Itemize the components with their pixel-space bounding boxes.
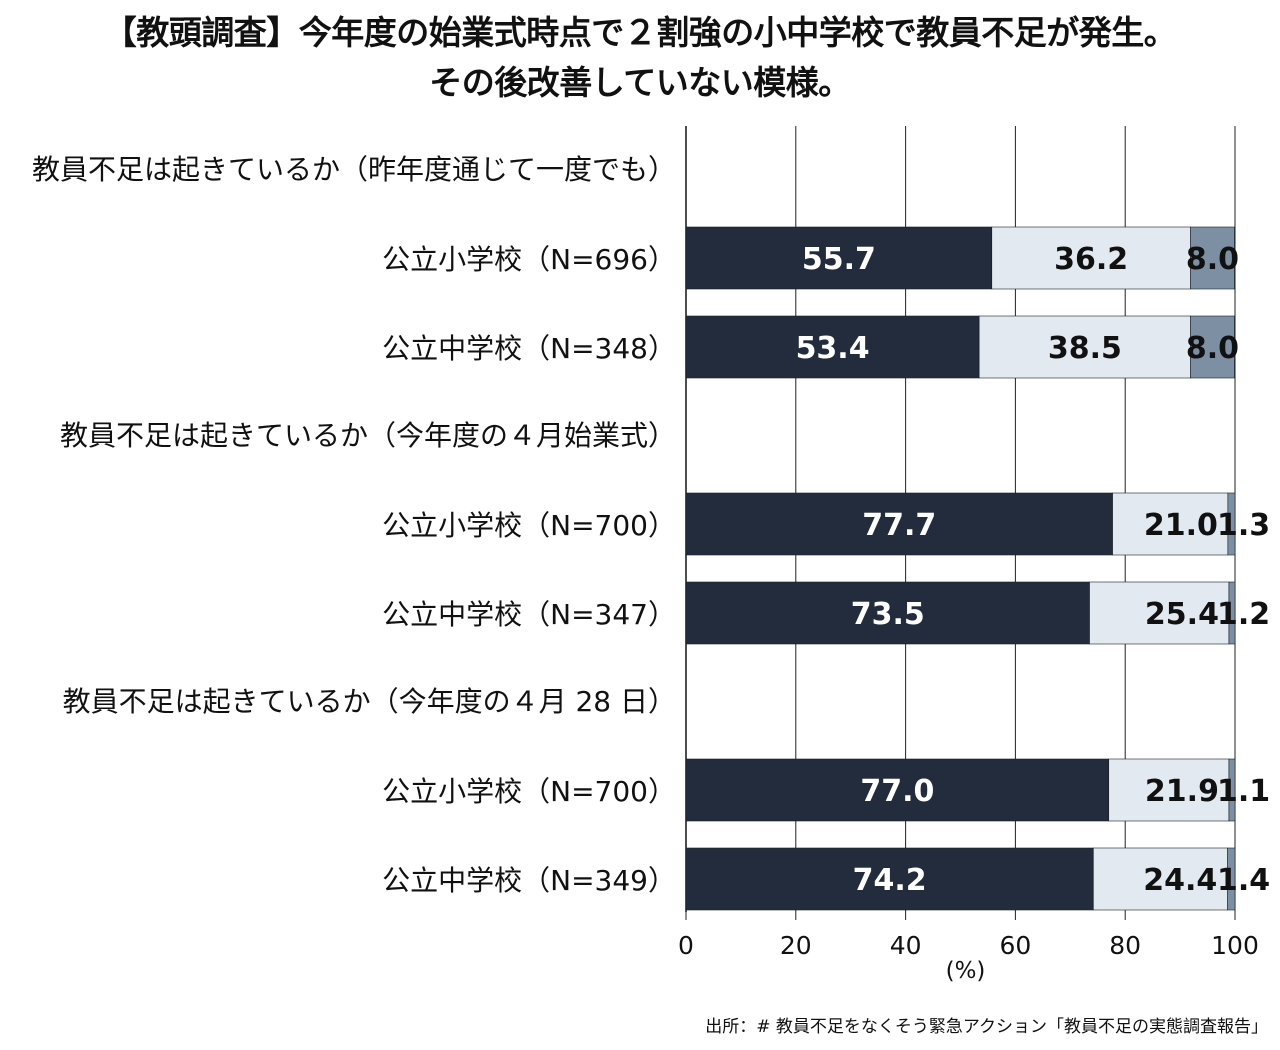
- chart-title-line1: 【教頭調査】今年度の始業式時点で２割強の小中学校で教員不足が発生。: [103, 13, 1177, 52]
- bars: 55.7 36.2 8.0 53.4 38.5 8.0 77.7 21.0 1.3 73.5 25.…: [685, 226, 1270, 911]
- bar-value-label: 77.0: [860, 774, 934, 809]
- bar-row-label: 公立中学校（N=349）: [382, 864, 676, 897]
- bar-value-label: 24.4: [1143, 863, 1217, 898]
- bar-row-label: 公立中学校（N=347）: [382, 598, 676, 631]
- bar-segment: [685, 492, 1113, 556]
- x-axis-label: (%): [946, 958, 986, 984]
- bar-segment: [685, 847, 1094, 911]
- x-tick-label: 100: [1211, 931, 1259, 960]
- x-tick-label: 40: [890, 931, 922, 960]
- bar-segment: [1089, 581, 1230, 645]
- bar-segment: [1190, 315, 1235, 379]
- bar-value-label: 53.4: [796, 331, 870, 366]
- x-tick-label: 60: [999, 931, 1031, 960]
- x-axis: 0 20 40 60 80 100 (%): [678, 912, 1259, 984]
- bar-row-label: 公立小学校（N=696）: [382, 243, 676, 276]
- bar-value-label: 77.7: [862, 508, 936, 543]
- bar-segment: [685, 581, 1090, 645]
- bar-segment: [685, 315, 980, 379]
- bar-value-label: 36.2: [1054, 242, 1128, 277]
- bar-segment: [685, 226, 993, 290]
- bar-value-label: 73.5: [851, 597, 925, 632]
- group-header-label: 教員不足は起きているか（今年度の４月 28 日）: [63, 685, 676, 718]
- bar-segment: [685, 758, 1110, 822]
- bar-segment: [1228, 758, 1236, 822]
- chart-title-line2: その後改善していない模様。: [429, 63, 851, 102]
- source-note: 出所：# 教員不足をなくそう緊急アクション「教員不足の実態調査報告」: [705, 1017, 1268, 1037]
- bar-row-label: 公立小学校（N=700）: [382, 775, 676, 808]
- bar-segment: [1093, 847, 1228, 911]
- bar-row-label: 公立小学校（N=700）: [382, 509, 676, 542]
- bar-value-label: 38.5: [1048, 331, 1122, 366]
- bar-value-label: 8.0: [1186, 242, 1239, 277]
- category-labels: 教員不足は起きているか（昨年度通じて一度でも） 公立小学校（N=696） 公立中学校…: [32, 153, 676, 897]
- bar-segment: [1227, 492, 1236, 556]
- x-tick-label: 20: [780, 931, 812, 960]
- x-tick-label: 80: [1109, 931, 1141, 960]
- group-header-label: 教員不足は起きているか（昨年度通じて一度でも）: [32, 153, 676, 186]
- bar-segment: [1228, 581, 1236, 645]
- bar-value-label: 21.0: [1144, 508, 1218, 543]
- bar-segment: [1190, 226, 1235, 290]
- bar-segment: [991, 226, 1191, 290]
- x-tick-label: 0: [678, 931, 694, 960]
- bar-segment: [1112, 492, 1229, 556]
- bar-value-label: 21.9: [1145, 774, 1219, 809]
- bar-value-label: 1.1: [1217, 774, 1270, 809]
- bar-segment: [1108, 758, 1230, 822]
- bar-value-label: 55.7: [802, 242, 876, 277]
- bar-value-label: 8.0: [1186, 331, 1239, 366]
- bar-segment: [978, 315, 1191, 379]
- bar-value-label: 25.4: [1145, 597, 1219, 632]
- bar-value-label: 1.4: [1217, 863, 1270, 898]
- bar-segment: [1227, 847, 1236, 911]
- bar-row-label: 公立中学校（N=348）: [382, 332, 676, 365]
- bar-value-label: 74.2: [853, 863, 927, 898]
- bar-value-label: 1.2: [1217, 597, 1270, 632]
- bar-value-label: 1.3: [1217, 508, 1270, 543]
- group-header-label: 教員不足は起きているか（今年度の４月始業式）: [60, 419, 676, 452]
